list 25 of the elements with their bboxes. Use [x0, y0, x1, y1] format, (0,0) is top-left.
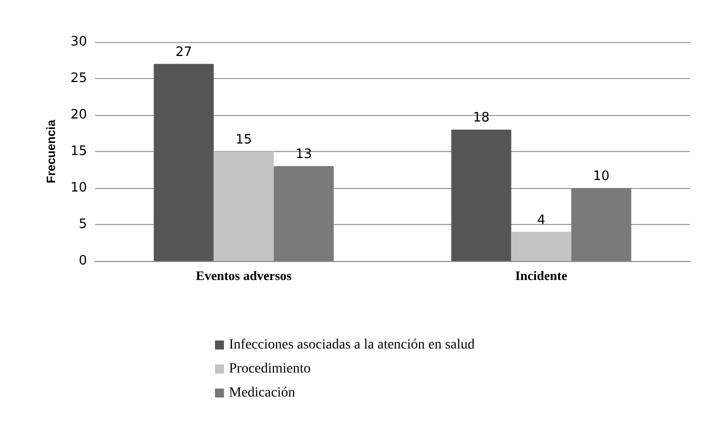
y-tick-label: 0	[78, 254, 87, 268]
y-tick-label: 20	[70, 108, 87, 122]
bar	[571, 188, 632, 261]
data-label: 10	[592, 169, 610, 184]
data-label: 18	[472, 110, 490, 126]
data-label: 13	[295, 147, 312, 162]
bar	[154, 64, 214, 261]
x-tick-label: Eventos adversos	[196, 268, 292, 283]
x-tick-label: Incidente	[515, 268, 568, 283]
legend-label: Infecciones asociadas a la atención en salud	[229, 338, 475, 352]
data-label: 15	[235, 132, 252, 148]
data-label: 27	[175, 44, 192, 60]
legend-label: Medicación	[229, 386, 296, 400]
bar	[451, 130, 512, 261]
data-label: 4	[537, 212, 546, 228]
y-tick-label: 25	[70, 71, 87, 86]
bar	[214, 152, 274, 261]
y-tick-label: 5	[78, 217, 87, 232]
y-tick-label: 10	[70, 180, 87, 196]
bar	[274, 166, 334, 261]
y-tick-label: 30	[70, 34, 87, 50]
y-axis-title: Frecuencia	[44, 120, 58, 184]
y-tick-label: 15	[70, 144, 87, 159]
bar	[511, 232, 572, 261]
legend-label: Procedimiento	[229, 362, 311, 376]
